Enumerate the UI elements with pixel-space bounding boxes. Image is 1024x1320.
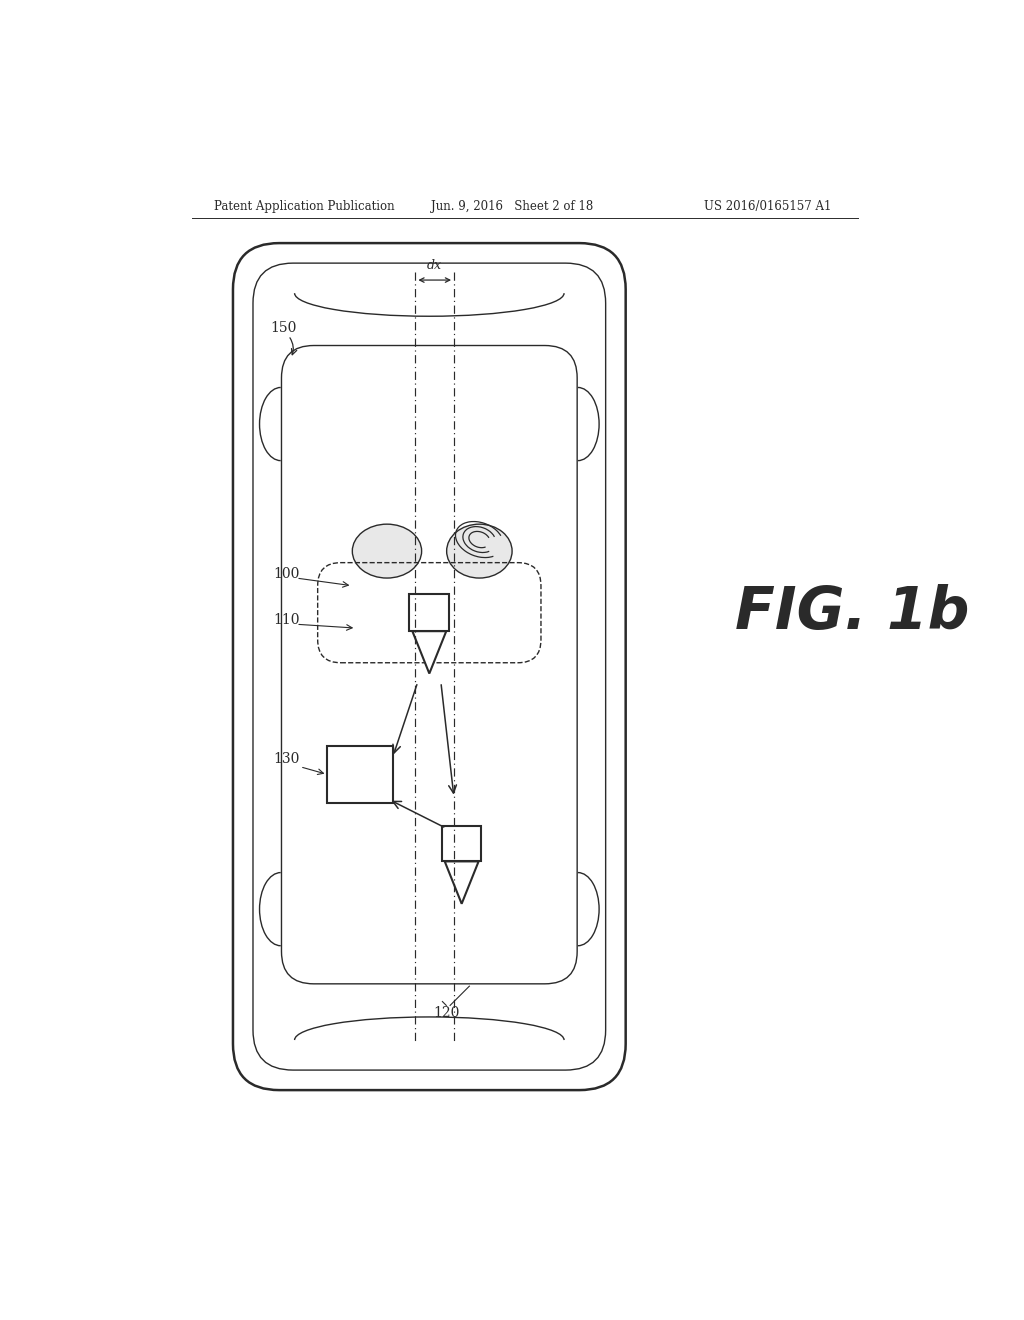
Ellipse shape [446,524,512,578]
Bar [410,594,450,631]
Text: Patent Application Publication: Patent Application Publication [214,201,394,214]
Text: FIG. 1b: FIG. 1b [735,585,970,642]
Ellipse shape [352,524,422,578]
Polygon shape [444,862,478,904]
Text: 120: 120 [433,1006,460,1020]
Text: 150: 150 [270,321,297,335]
Bar [442,826,481,862]
Text: dx: dx [427,259,442,272]
Text: 130: 130 [273,752,299,766]
Text: US 2016/0165157 A1: US 2016/0165157 A1 [705,201,831,214]
Text: 110: 110 [273,614,299,627]
Bar [328,746,393,804]
Text: 100: 100 [273,568,299,581]
FancyBboxPatch shape [233,243,626,1090]
Polygon shape [413,631,446,673]
Text: Jun. 9, 2016   Sheet 2 of 18: Jun. 9, 2016 Sheet 2 of 18 [431,201,593,214]
